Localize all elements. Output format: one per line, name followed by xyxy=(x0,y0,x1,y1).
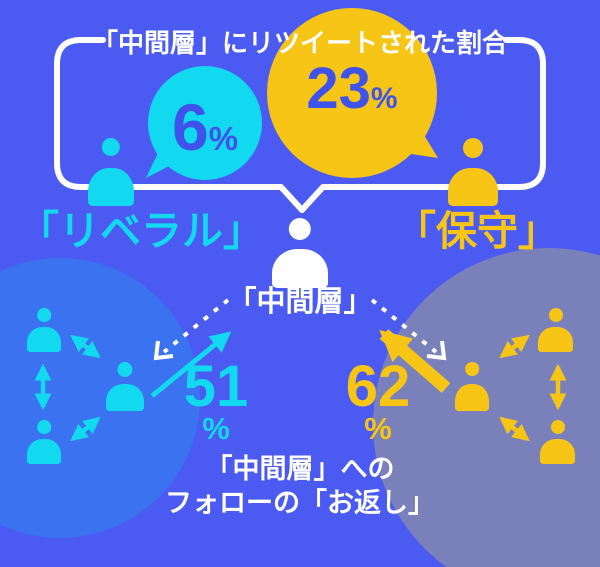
liberal-followback-arrow xyxy=(150,331,232,398)
retweet-flow-left-arrowhead-icon xyxy=(153,340,174,361)
middle-label: 「中間層」 xyxy=(227,286,373,318)
liberal-retweet-value: 6 xyxy=(171,90,209,164)
person-head xyxy=(548,308,563,322)
percent-sign: % xyxy=(364,411,392,447)
middle-person-icon xyxy=(272,218,328,288)
person-head xyxy=(465,362,479,376)
conservative-member-icon xyxy=(455,362,489,411)
followback-caption: 「中間層」への フォローの「お返し」 xyxy=(0,452,600,521)
person-head xyxy=(288,218,312,241)
person-head xyxy=(550,420,565,434)
person-body xyxy=(272,248,328,288)
person-body xyxy=(538,327,573,352)
liberal-retweet-bubble: 6 % xyxy=(148,66,262,180)
conservative-followback-arrow xyxy=(379,329,451,393)
conservative-group-arrow-top-diagonal xyxy=(499,334,530,359)
person-head xyxy=(101,138,121,157)
liberal-person-icon xyxy=(88,138,134,206)
retweet-bracket-frame xyxy=(54,37,546,213)
person-body xyxy=(448,167,498,206)
conservative-retweet-bubble: 23 % xyxy=(267,8,437,178)
liberal-label: 「リベラル」 xyxy=(18,208,264,254)
conservative-followback-rate: 62 % xyxy=(340,354,416,447)
person-head xyxy=(37,420,51,434)
person-head xyxy=(37,308,51,322)
person-head xyxy=(463,138,483,158)
liberal-group-arrow-bottom-diagonal xyxy=(70,416,101,442)
conservative-group-arrow-bottom-diagonal xyxy=(499,416,530,442)
conservative-label: 「保守」 xyxy=(395,208,559,254)
retweet-flow-left-dotted-arrow xyxy=(162,298,230,354)
liberal-followback-rate: 51 % xyxy=(178,354,254,447)
conservative-followback-value: 62 xyxy=(345,354,411,419)
liberal-group-arrow-top-diagonal xyxy=(70,334,101,359)
person-body xyxy=(27,327,61,352)
conservative-retweet-value: 23 xyxy=(306,56,371,121)
retweet-flow-right-arrowhead-icon xyxy=(426,340,447,361)
retweet-flow-right-dotted-arrow xyxy=(370,298,438,354)
percent-sign: % xyxy=(208,120,239,157)
person-body xyxy=(106,383,144,411)
conservative-member-icon xyxy=(538,308,573,352)
liberal-member-icon xyxy=(27,420,61,464)
conservative-person-icon xyxy=(448,138,498,206)
person-head xyxy=(117,362,133,378)
liberal-followback-value: 51 xyxy=(183,354,249,419)
caption-line2: フォローの「お返し」 xyxy=(165,488,435,519)
person-body xyxy=(88,167,134,206)
retweet-rate-title: 「中間層」にリツイートされた割合 xyxy=(91,28,508,58)
liberal-member-icon xyxy=(27,308,61,352)
person-body xyxy=(540,439,575,464)
caption-line1: 「中間層」への xyxy=(205,454,395,484)
liberal-member-icon xyxy=(106,362,144,411)
person-body xyxy=(455,383,489,411)
person-body xyxy=(27,439,61,464)
percent-sign: % xyxy=(370,82,398,115)
percent-sign: % xyxy=(202,411,230,447)
conservative-member-icon xyxy=(540,420,575,464)
